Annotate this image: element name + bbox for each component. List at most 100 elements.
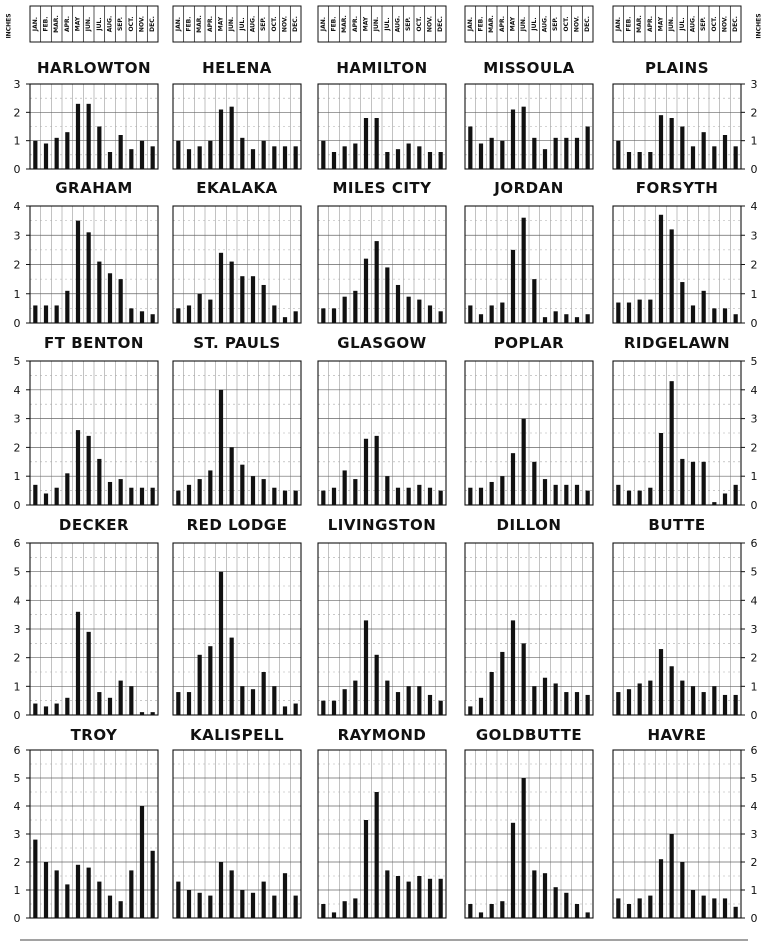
month-label: JUN. <box>373 17 380 32</box>
month-header-col-5: JAN. FEB. MAR. APR. MAY JUN. JUL. AUG. SEP. OCT. N… <box>612 5 742 43</box>
bar-aug <box>395 692 401 715</box>
panel-title: FT BENTON <box>44 334 144 352</box>
bar-dec <box>585 694 590 715</box>
bar-may <box>510 249 516 323</box>
bar-aug <box>542 873 548 918</box>
y-tick-label: 5 <box>14 355 21 368</box>
bar-mar <box>54 487 59 505</box>
station-panels: HARLOWTON 0 1 2 3 HELENA HAMILTON MISSOULA PLAIN… <box>14 59 758 941</box>
bar-sep <box>261 140 266 169</box>
bar-may <box>218 389 224 505</box>
bar-jan <box>616 692 621 715</box>
bar-nov <box>139 487 145 505</box>
bar-jun <box>669 229 674 323</box>
bar-feb <box>43 305 49 323</box>
panel-title: LIVINGSTON <box>328 516 437 534</box>
bar-oct <box>564 692 569 715</box>
month-label: DEC. <box>584 16 591 32</box>
bar-aug <box>395 149 401 169</box>
bar-jun <box>374 792 379 918</box>
bar-jan <box>33 839 38 918</box>
panel-frame <box>612 360 742 506</box>
bar-feb <box>478 143 484 169</box>
bar-jul <box>97 881 102 918</box>
panel-frame <box>464 749 594 919</box>
bar-dec <box>438 490 443 505</box>
bar-jul <box>97 692 102 715</box>
month-label: DEC. <box>149 16 156 32</box>
bar-dec <box>293 703 298 715</box>
month-label: JAN. <box>615 17 622 32</box>
bar-oct <box>129 686 134 715</box>
panel-frame <box>172 749 302 919</box>
bar-aug <box>690 305 696 323</box>
panel-frame <box>612 83 742 170</box>
bar-oct <box>417 299 422 323</box>
panel-frame <box>464 205 594 324</box>
bar-jun <box>669 381 674 505</box>
bar-feb <box>626 302 632 323</box>
bar-apr <box>353 680 358 715</box>
y-tick-label: 0 <box>14 499 21 512</box>
bar-oct <box>712 146 717 169</box>
units-label-right: INCHES <box>756 13 763 38</box>
bar-nov <box>282 317 288 323</box>
month-label: MAY <box>510 16 517 31</box>
bar-sep <box>118 901 123 918</box>
bar-feb <box>478 487 484 505</box>
bar-jan <box>616 302 621 323</box>
bar-dec <box>585 490 590 505</box>
bar-sep <box>701 132 706 169</box>
y-tick-label: 0 <box>751 163 758 176</box>
bar-oct <box>564 314 569 323</box>
bar-jun <box>229 261 234 323</box>
bar-jun <box>669 834 674 918</box>
bar-feb <box>186 890 192 918</box>
panel-title: EKALAKA <box>196 179 277 197</box>
panel-forsyth: FORSYTH 0 1 2 3 4 <box>612 179 758 330</box>
bar-jul <box>240 686 245 715</box>
bar-dec <box>438 152 443 169</box>
y-tick-label: 1 <box>14 884 21 897</box>
bar-apr <box>353 290 358 323</box>
bar-feb <box>626 904 632 918</box>
bar-jun <box>374 241 379 323</box>
bar-oct <box>712 686 717 715</box>
bar-jun <box>669 118 674 169</box>
bar-jun <box>229 106 234 169</box>
bar-nov <box>282 146 288 169</box>
panel-title: PLAINS <box>645 59 709 77</box>
bar-apr <box>65 884 70 918</box>
y-tick-label: 1 <box>14 135 21 148</box>
month-label: JUN. <box>668 17 675 32</box>
bar-oct <box>417 484 422 505</box>
bar-dec <box>150 146 155 169</box>
y-tick-label: 6 <box>751 744 758 757</box>
bar-jun <box>374 118 379 169</box>
bar-oct <box>712 898 717 918</box>
bar-dec <box>293 895 298 918</box>
bar-may <box>218 252 224 323</box>
panel-frame <box>172 205 302 324</box>
bar-oct <box>564 892 569 918</box>
y-tick-label: 5 <box>14 566 21 579</box>
bar-sep <box>261 881 266 918</box>
month-label: MAR. <box>196 15 203 33</box>
y-tick-label: 5 <box>14 772 21 785</box>
panel-title: ST. PAULS <box>193 334 280 352</box>
panel-raymond: RAYMOND <box>317 726 447 919</box>
bar-apr <box>500 651 505 715</box>
bar-apr <box>353 898 358 918</box>
bar-may <box>218 862 224 918</box>
y-tick-label: 2 <box>751 259 758 272</box>
bar-jan <box>468 706 473 715</box>
bar-sep <box>118 135 123 169</box>
bar-may <box>75 864 81 918</box>
bar-jul <box>97 126 102 169</box>
month-header-col-4: JAN. FEB. MAR. APR. MAY JUN. JUL. AUG. SEP. OCT. N… <box>464 5 594 43</box>
bar-oct <box>564 137 569 169</box>
bar-jan <box>321 308 326 323</box>
month-label: SEP. <box>552 17 559 31</box>
bar-may <box>658 433 664 505</box>
y-tick-label: 0 <box>14 709 21 722</box>
